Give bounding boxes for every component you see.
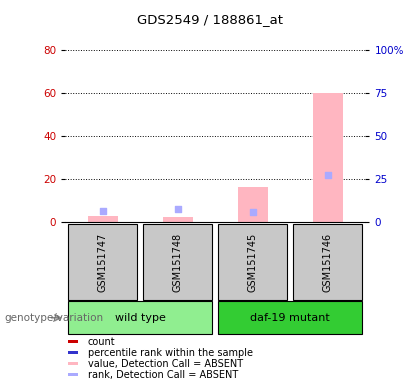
Bar [218, 223, 287, 300]
Text: GSM151747: GSM151747 [97, 232, 108, 292]
Point [249, 209, 256, 215]
Bar [68, 362, 78, 365]
Bar [218, 301, 362, 334]
Point [174, 206, 181, 212]
Text: genotype/variation: genotype/variation [4, 313, 103, 323]
Bar [88, 217, 118, 222]
Text: rank, Detection Call = ABSENT: rank, Detection Call = ABSENT [88, 370, 238, 380]
Bar [143, 223, 212, 300]
Text: value, Detection Call = ABSENT: value, Detection Call = ABSENT [88, 359, 243, 369]
Bar [68, 301, 212, 334]
Bar [313, 93, 343, 222]
Bar [68, 351, 78, 354]
Bar [238, 187, 268, 222]
Point [99, 209, 106, 215]
Text: GSM151746: GSM151746 [323, 233, 333, 291]
Text: percentile rank within the sample: percentile rank within the sample [88, 348, 252, 358]
Bar [68, 223, 137, 300]
Text: GDS2549 / 188861_at: GDS2549 / 188861_at [137, 13, 283, 26]
Point [325, 172, 331, 179]
Bar [163, 217, 193, 222]
Text: GSM151745: GSM151745 [248, 232, 258, 292]
Bar [293, 223, 362, 300]
Bar [68, 340, 78, 343]
Text: wild type: wild type [115, 313, 165, 323]
Text: count: count [88, 336, 115, 346]
Text: daf-19 mutant: daf-19 mutant [250, 313, 330, 323]
Text: GSM151748: GSM151748 [173, 233, 183, 291]
Bar [68, 373, 78, 376]
